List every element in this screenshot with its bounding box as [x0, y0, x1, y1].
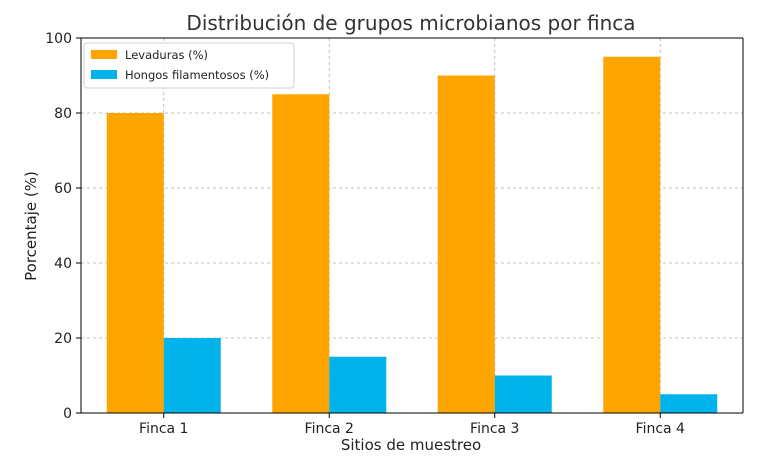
legend-swatch-hongos: [91, 70, 117, 79]
x-tick-label: Finca 3: [470, 421, 519, 437]
bar-levaduras-4: [603, 56, 661, 413]
legend-swatch-levaduras: [91, 50, 117, 59]
bar-hongos-2: [329, 356, 387, 413]
x-tick-label: Finca 1: [139, 421, 188, 437]
y-axis-title: Porcentaje (%): [22, 171, 40, 281]
bar-hongos-4: [660, 394, 718, 413]
bar-levaduras-3: [437, 75, 495, 413]
legend-box: [83, 42, 295, 89]
y-tick-label: 60: [54, 181, 72, 197]
legend-label-hongos: Hongos filamentosos (%): [125, 68, 269, 82]
y-tick-label: 20: [54, 331, 72, 347]
y-axis-ticks: 0 20 40 60 80 100: [45, 31, 81, 422]
bar-hongos-3: [494, 375, 552, 413]
bar-levaduras-1: [106, 113, 164, 413]
legend: Levaduras (%) Hongos filamentosos (%): [83, 42, 295, 89]
y-tick-label: 100: [45, 31, 72, 47]
bar-levaduras-2: [272, 94, 330, 413]
bar-hongos-1: [163, 338, 221, 413]
x-axis-title: Sitios de muestreo: [341, 436, 481, 454]
legend-label-levaduras: Levaduras (%): [125, 48, 208, 62]
chart-title: Distribución de grupos microbianos por f…: [186, 11, 635, 35]
y-tick-label: 0: [63, 406, 72, 422]
x-tick-label: Finca 2: [305, 421, 354, 437]
y-tick-label: 40: [54, 256, 72, 272]
axes: [80, 37, 744, 414]
x-axis-ticks: Finca 1 Finca 2 Finca 3 Finca 4: [139, 413, 685, 437]
bars: [106, 56, 718, 413]
x-tick-label: Finca 4: [636, 421, 686, 437]
y-tick-label: 80: [54, 106, 72, 122]
